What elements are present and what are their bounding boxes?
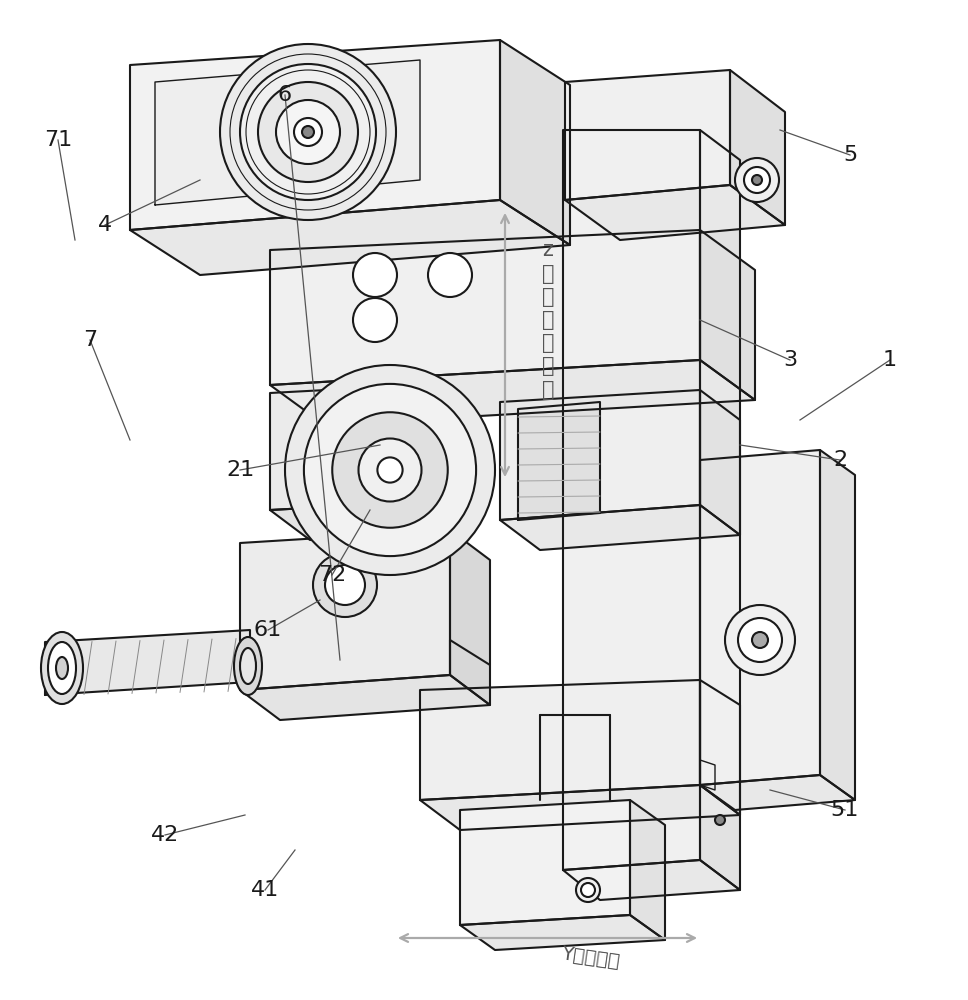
Text: 51: 51	[831, 800, 860, 820]
Text: 6: 6	[278, 85, 292, 105]
Polygon shape	[270, 502, 460, 540]
Polygon shape	[270, 385, 420, 510]
Text: 1: 1	[883, 350, 897, 370]
Polygon shape	[700, 390, 740, 535]
Polygon shape	[700, 760, 715, 790]
Circle shape	[240, 64, 376, 200]
Circle shape	[358, 438, 421, 502]
Text: z
方
向
上
下
滑
动: z 方 向 上 下 滑 动	[542, 240, 555, 400]
Text: 21: 21	[226, 460, 255, 480]
Polygon shape	[270, 230, 700, 385]
Circle shape	[735, 158, 779, 202]
Text: 3: 3	[783, 350, 797, 370]
Polygon shape	[700, 775, 855, 810]
Polygon shape	[460, 800, 630, 925]
Polygon shape	[700, 680, 740, 815]
Text: Y方向移动: Y方向移动	[560, 944, 620, 972]
Polygon shape	[500, 40, 570, 245]
Polygon shape	[630, 800, 665, 940]
Polygon shape	[450, 530, 490, 705]
Circle shape	[738, 618, 782, 662]
Circle shape	[752, 175, 762, 185]
Polygon shape	[240, 675, 490, 720]
Circle shape	[744, 167, 770, 193]
Polygon shape	[563, 860, 740, 900]
Circle shape	[325, 565, 365, 605]
Circle shape	[332, 412, 448, 528]
Circle shape	[276, 100, 340, 164]
Polygon shape	[730, 70, 785, 225]
Circle shape	[294, 118, 322, 146]
Text: 5: 5	[843, 145, 857, 165]
Polygon shape	[518, 402, 600, 520]
Circle shape	[428, 253, 472, 297]
Polygon shape	[130, 200, 570, 275]
Circle shape	[285, 365, 495, 575]
Text: 71: 71	[44, 130, 73, 150]
Polygon shape	[700, 450, 820, 785]
Ellipse shape	[41, 632, 83, 704]
Polygon shape	[820, 450, 855, 800]
Circle shape	[220, 44, 396, 220]
Polygon shape	[130, 40, 500, 230]
Text: 61: 61	[254, 620, 282, 640]
Polygon shape	[700, 230, 755, 400]
Circle shape	[258, 82, 358, 182]
Ellipse shape	[56, 657, 68, 679]
Circle shape	[725, 605, 795, 675]
Polygon shape	[565, 185, 785, 240]
Polygon shape	[700, 130, 740, 890]
Circle shape	[581, 883, 595, 897]
Circle shape	[576, 878, 600, 902]
Polygon shape	[270, 360, 755, 425]
Polygon shape	[420, 785, 740, 830]
Circle shape	[304, 384, 476, 556]
Polygon shape	[155, 60, 420, 205]
Polygon shape	[240, 530, 450, 690]
Circle shape	[378, 457, 403, 483]
Polygon shape	[460, 915, 665, 950]
Polygon shape	[563, 130, 700, 870]
Circle shape	[353, 253, 397, 297]
Text: 2: 2	[832, 450, 847, 470]
Polygon shape	[420, 385, 460, 532]
Polygon shape	[565, 70, 730, 200]
Ellipse shape	[48, 642, 76, 694]
Text: 4: 4	[98, 215, 112, 235]
Polygon shape	[420, 680, 700, 800]
Polygon shape	[45, 630, 250, 695]
Circle shape	[302, 126, 314, 138]
Polygon shape	[500, 505, 740, 550]
Ellipse shape	[234, 637, 262, 695]
Polygon shape	[500, 390, 700, 520]
Circle shape	[353, 298, 397, 342]
Circle shape	[313, 553, 377, 617]
Circle shape	[752, 632, 768, 648]
Circle shape	[715, 815, 725, 825]
Text: 41: 41	[251, 880, 279, 900]
Text: 7: 7	[83, 330, 97, 350]
Text: 72: 72	[318, 565, 347, 585]
Ellipse shape	[240, 648, 256, 684]
Text: 42: 42	[151, 825, 179, 845]
